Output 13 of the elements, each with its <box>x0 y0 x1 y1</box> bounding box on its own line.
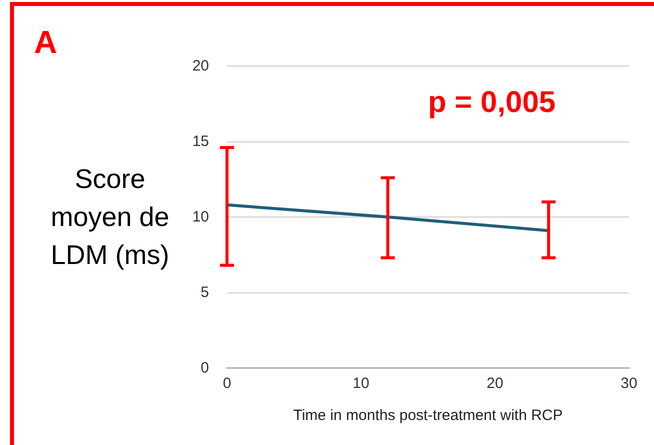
x-tick-label: 30 <box>620 375 638 392</box>
annotation: p = 0,005 <box>428 86 556 120</box>
x-tick-label: 10 <box>352 375 370 392</box>
y-tick-label: 20 <box>192 58 209 74</box>
y-tick-label: 10 <box>192 208 209 226</box>
text: A <box>34 24 58 61</box>
y-axis-title: Score moyen de LDM (ms) <box>50 163 170 272</box>
x-tick-label: 0 <box>222 375 232 392</box>
y-tick-label: 5 <box>200 284 209 301</box>
y-tick-label: 15 <box>192 133 209 150</box>
x-axis-title: Time in months post-treatment with RCP <box>293 407 563 424</box>
y-tick-label: 0 <box>200 360 209 376</box>
x-tick-label: 20 <box>486 375 504 392</box>
